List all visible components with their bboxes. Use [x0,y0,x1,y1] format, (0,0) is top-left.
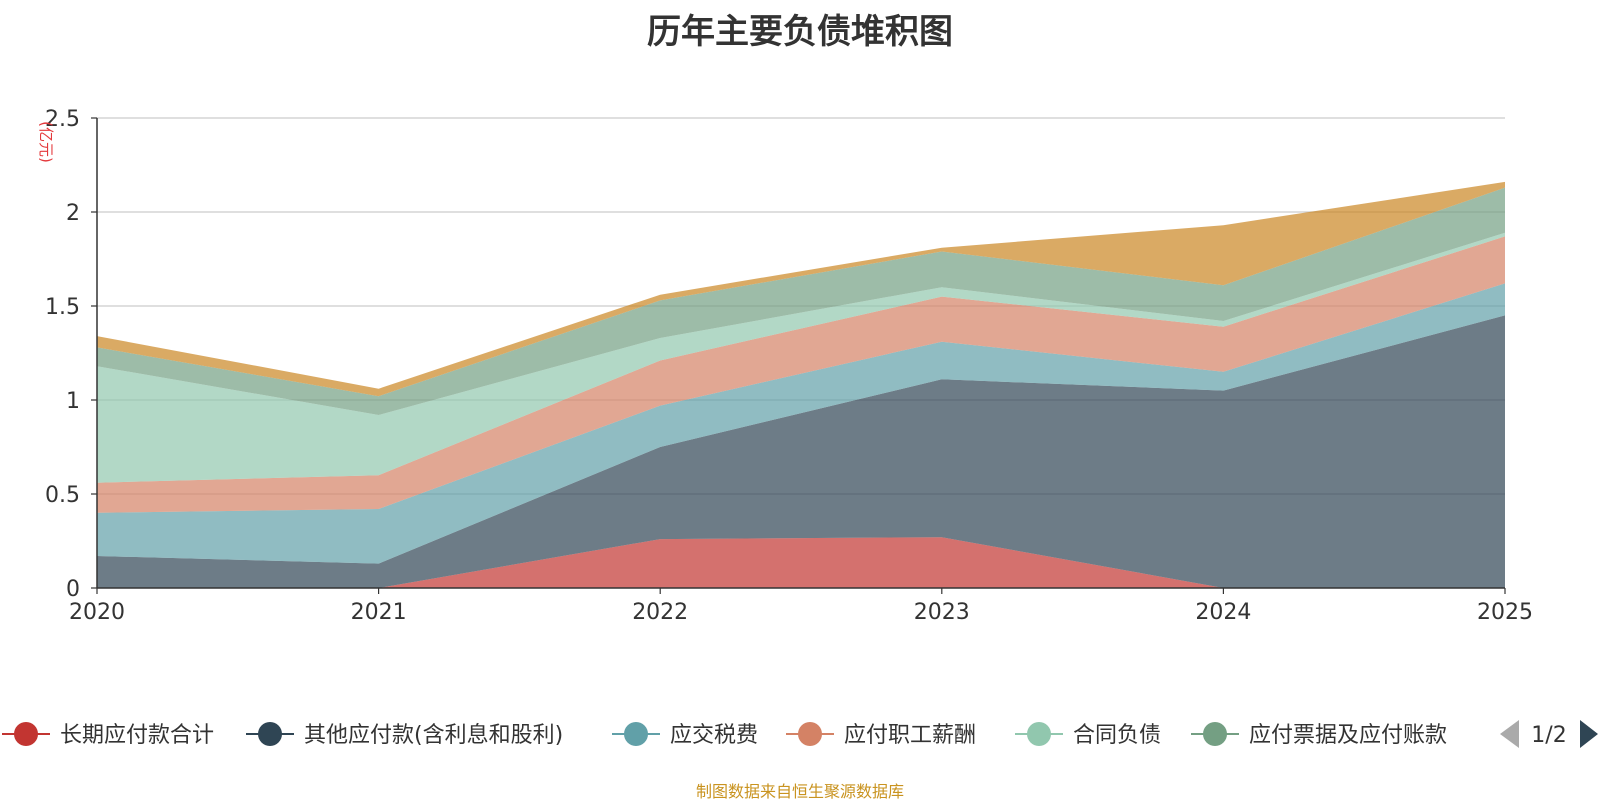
chart-title: 历年主要负债堆积图 [647,12,953,52]
y-unit-label: (亿元) [37,121,55,163]
legend-item[interactable]: 合同负债 [1015,722,1161,748]
legend-label: 合同负债 [1073,723,1161,748]
axes: 0 0.5 1 1.5 2 2.5 2020 2021 2022 2023 2024 2025 (亿元) [37,107,1533,625]
legend-page-indicator: 1/2 [1531,723,1566,748]
x-tick-label: 2023 [914,600,970,625]
legend: 长期应付款合计 其他应付款(含利息和股利) 应交税费 应付职工薪酬 合同负债 应付票据及应… [2,720,1598,748]
y-tick-label: 1 [66,389,80,414]
y-tick-label: 0 [66,577,80,602]
area-series-3 [97,283,1505,564]
area-series-7 [97,181,1505,397]
area-series-4 [97,236,1505,513]
legend-marker-icon [624,722,648,746]
y-tick-label: 1.5 [45,295,80,320]
legend-marker-icon [798,722,822,746]
source-note: 制图数据来自恒生聚源数据库 [695,782,904,801]
area-series-6 [97,187,1505,415]
area-series-2 [97,315,1505,588]
legend-label: 应付职工薪酬 [844,723,976,748]
areas [97,181,1505,588]
legend-item[interactable]: 应付票据及应付账款 [1191,722,1447,748]
legend-marker-icon [1203,722,1227,746]
legend-label: 其他应付款(含利息和股利) [304,723,563,748]
legend-marker-icon [258,722,282,746]
legend-item[interactable]: 其他应付款(含利息和股利) [246,722,563,748]
legend-item[interactable]: 应交税费 [612,722,758,748]
y-tick-label: 2 [66,201,80,226]
x-tick-label: 2022 [632,600,688,625]
legend-next-icon[interactable] [1580,720,1598,748]
legend-item[interactable]: 应付职工薪酬 [786,722,976,748]
legend-marker-icon [1027,722,1051,746]
area-series-5 [97,232,1505,483]
x-tick-label: 2020 [69,600,125,625]
area-series-1 [97,537,1505,588]
legend-label: 应交税费 [670,723,758,748]
x-tick-label: 2024 [1195,600,1251,625]
x-tick-label: 2025 [1477,600,1533,625]
legend-label: 应付票据及应付账款 [1249,723,1447,748]
legend-item[interactable]: 长期应付款合计 [2,722,214,748]
y-tick-label: 2.5 [45,107,80,132]
legend-label: 长期应付款合计 [60,723,214,748]
y-tick-label: 0.5 [45,483,80,508]
legend-marker-icon [14,722,38,746]
legend-prev-icon[interactable] [1500,720,1519,748]
x-tick-label: 2021 [351,600,407,625]
